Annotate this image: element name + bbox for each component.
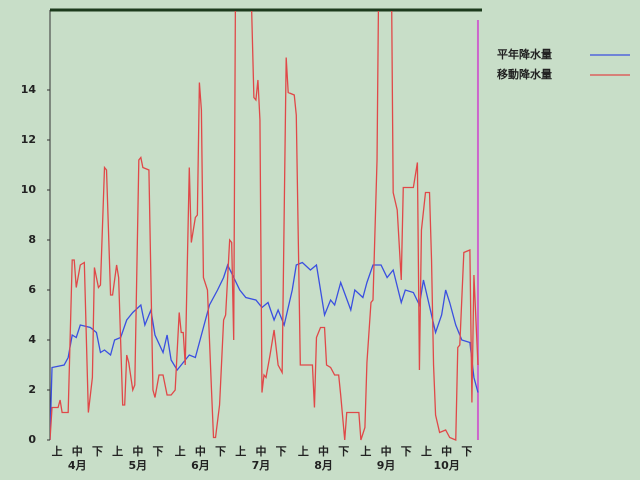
- x-tick-label: 上: [112, 444, 123, 458]
- legend-label: 平年降水量: [497, 47, 552, 61]
- legend-label: 移動降水量: [497, 67, 552, 81]
- y-tick-label: 6: [28, 283, 36, 296]
- x-tick-label: 下: [92, 445, 103, 458]
- x-tick-label: 下: [215, 445, 226, 458]
- x-tick-label: 上: [235, 444, 246, 458]
- x-tick-label: 下: [276, 445, 287, 458]
- month-label: 6月: [191, 459, 210, 472]
- y-tick-label: 0: [28, 433, 36, 446]
- y-tick-label: 8: [28, 233, 36, 246]
- x-tick-label: 上: [175, 444, 186, 458]
- y-tick-label: 12: [21, 133, 36, 146]
- x-tick-label: 上: [298, 444, 309, 458]
- month-label: 8月: [314, 459, 333, 472]
- y-tick-label: 10: [21, 183, 37, 196]
- x-tick-label: 中: [255, 444, 266, 458]
- month-label: 5月: [128, 459, 147, 472]
- month-label: 10月: [434, 459, 460, 472]
- x-tick-label: 上: [52, 444, 63, 458]
- y-tick-label: 14: [21, 83, 37, 96]
- x-tick-label: 下: [153, 445, 164, 458]
- x-tick-label: 上: [421, 444, 432, 458]
- x-tick-label: 中: [381, 444, 392, 458]
- y-tick-label: 2: [28, 383, 36, 396]
- month-label: 7月: [252, 459, 271, 472]
- x-tick-label: 中: [195, 444, 206, 458]
- x-tick-label: 下: [338, 445, 349, 458]
- x-tick-label: 中: [72, 444, 83, 458]
- month-label: 9月: [377, 459, 396, 472]
- x-tick-label: 中: [318, 444, 329, 458]
- x-tick-label: 中: [132, 444, 143, 458]
- x-tick-label: 下: [461, 445, 472, 458]
- series-line: [50, 11, 479, 441]
- x-tick-label: 中: [441, 444, 452, 458]
- y-tick-label: 4: [28, 333, 36, 346]
- series-line: [50, 261, 479, 441]
- month-label: 4月: [68, 459, 87, 472]
- plot-area: [50, 11, 479, 441]
- x-tick-label: 下: [401, 445, 412, 458]
- x-tick-label: 上: [360, 444, 371, 458]
